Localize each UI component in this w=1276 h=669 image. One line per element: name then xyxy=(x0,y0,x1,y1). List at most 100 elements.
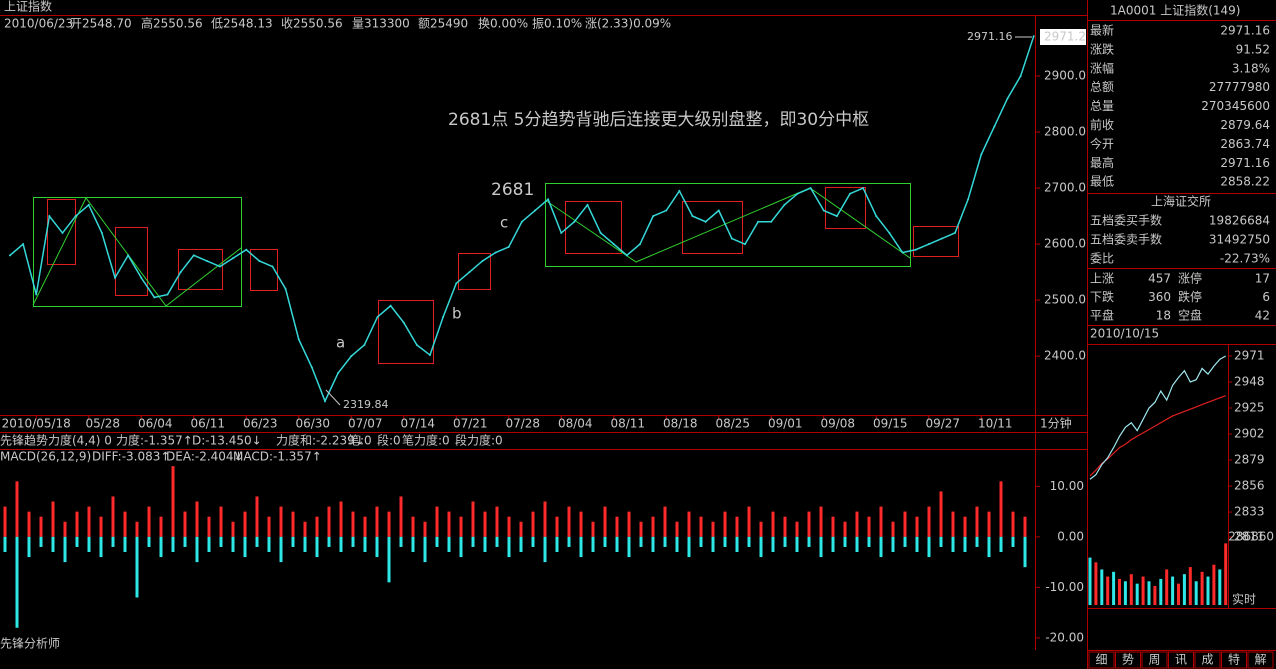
macd-bar xyxy=(219,506,223,537)
y-tick-label: -20.00 xyxy=(1045,630,1084,644)
macd-bar xyxy=(975,536,979,547)
macd-bar xyxy=(735,536,739,553)
tab[interactable]: 成 xyxy=(1201,653,1213,667)
macd-bar xyxy=(51,536,55,553)
macd-bar xyxy=(747,506,751,537)
price-point xyxy=(691,215,694,218)
macd-bar xyxy=(183,536,187,547)
x-tick-label: 06/04 xyxy=(138,417,173,431)
price-point xyxy=(179,271,182,274)
price-point xyxy=(468,271,471,274)
order-label: 五档委卖手数 xyxy=(1090,232,1162,247)
tab[interactable]: 细 xyxy=(1095,653,1107,667)
tab[interactable]: 讯 xyxy=(1175,653,1187,667)
macd-bar xyxy=(291,511,295,537)
volume-bar xyxy=(1212,564,1216,605)
macd-bar xyxy=(795,521,799,537)
price-point xyxy=(100,231,103,234)
macd-bar xyxy=(291,536,295,547)
breadth-value: 457 xyxy=(1148,272,1171,286)
macd-bar xyxy=(759,536,763,558)
macd-bar xyxy=(555,516,559,537)
macd-bar xyxy=(159,536,163,558)
x-tick-label: 07/07 xyxy=(348,417,383,431)
price-point xyxy=(337,371,340,374)
macd-bar xyxy=(303,536,307,553)
tab-box[interactable] xyxy=(1247,651,1274,669)
intraday-price-line xyxy=(1089,355,1226,480)
order-value: -22.73% xyxy=(1220,252,1270,266)
macd-bar xyxy=(411,516,415,537)
macd-bar xyxy=(783,536,787,547)
macd-bar xyxy=(951,536,955,553)
quote-item: 收2550.56 xyxy=(281,17,343,31)
tab-box[interactable] xyxy=(1115,651,1141,669)
macd-bar xyxy=(351,536,355,547)
macd-bar xyxy=(3,506,7,537)
breadth-label: 涨停 xyxy=(1178,271,1202,286)
macd-bar xyxy=(555,536,559,553)
quote-label: 涨幅 xyxy=(1090,60,1114,75)
macd-bar xyxy=(279,506,283,537)
macd-bar xyxy=(255,496,259,537)
tab[interactable]: 周 xyxy=(1148,653,1160,667)
quote-item: 开2548.70 xyxy=(70,17,132,31)
macd-bar xyxy=(903,511,907,537)
x-tick-label: 09/08 xyxy=(820,417,855,431)
y-tick-label: 2500.0 xyxy=(1044,293,1086,307)
quote-value: 2971.16 xyxy=(1220,156,1270,170)
price-point xyxy=(967,198,970,201)
quote-item: 低2548.13 xyxy=(211,17,273,31)
volume-bar xyxy=(1171,576,1175,605)
last-price-label: 2971.2 xyxy=(1044,30,1086,44)
high-label: 2971.16 xyxy=(967,30,1013,43)
macd-bar xyxy=(651,536,655,553)
tab[interactable]: 势 xyxy=(1122,653,1134,667)
macd-bar xyxy=(63,536,67,563)
tab-box[interactable] xyxy=(1194,651,1221,669)
macd-bar xyxy=(999,481,1003,537)
x-tick-label: 08/18 xyxy=(663,417,698,431)
indicator-item: D:-13.450↓ xyxy=(192,434,262,448)
volume-bar xyxy=(1200,571,1204,605)
macd-bar xyxy=(75,511,79,537)
x-tick-label: 2010/05/18 xyxy=(2,417,71,431)
quote-label: 最高 xyxy=(1090,155,1114,170)
tab-box[interactable] xyxy=(1168,651,1194,669)
macd-bar xyxy=(219,536,223,547)
price-point xyxy=(927,243,930,246)
y-tick-label: 2971 xyxy=(1234,348,1265,362)
volume-bar xyxy=(1182,574,1186,605)
tab[interactable]: 特 xyxy=(1228,652,1240,667)
tab-box[interactable] xyxy=(1141,651,1168,669)
volume-bar xyxy=(1100,569,1104,605)
quote-label: 前收 xyxy=(1090,117,1114,132)
macd-bar xyxy=(687,511,691,537)
macd-bar xyxy=(363,516,367,537)
price-point xyxy=(547,198,550,201)
price-point xyxy=(232,257,235,260)
last-price-box xyxy=(1040,29,1086,45)
tab[interactable]: 解 xyxy=(1254,653,1266,667)
tab-box[interactable] xyxy=(1221,651,1247,669)
macd-bar xyxy=(975,506,979,537)
macd-bar xyxy=(951,511,955,537)
price-point xyxy=(127,254,130,257)
exchange-label: 上海证交所 xyxy=(1151,194,1211,209)
volume-bar xyxy=(1165,569,1169,605)
macd-bar xyxy=(135,536,139,598)
tab-box[interactable] xyxy=(1088,651,1115,669)
macd-bar xyxy=(963,536,967,553)
macd-bar xyxy=(435,536,439,547)
macd-bar xyxy=(543,501,547,537)
trend-line xyxy=(544,187,911,263)
macd-bar xyxy=(927,506,931,537)
macd-bar xyxy=(879,536,883,558)
x-tick-label: 08/25 xyxy=(715,417,750,431)
intraday-date: 2010/10/15 xyxy=(1090,327,1159,341)
volume-bar xyxy=(1147,581,1151,605)
breadth-value: 360 xyxy=(1148,290,1171,304)
indicator-item: 段力度:0 xyxy=(455,433,503,448)
macd-bar xyxy=(447,536,451,553)
macd-bar xyxy=(891,536,895,553)
